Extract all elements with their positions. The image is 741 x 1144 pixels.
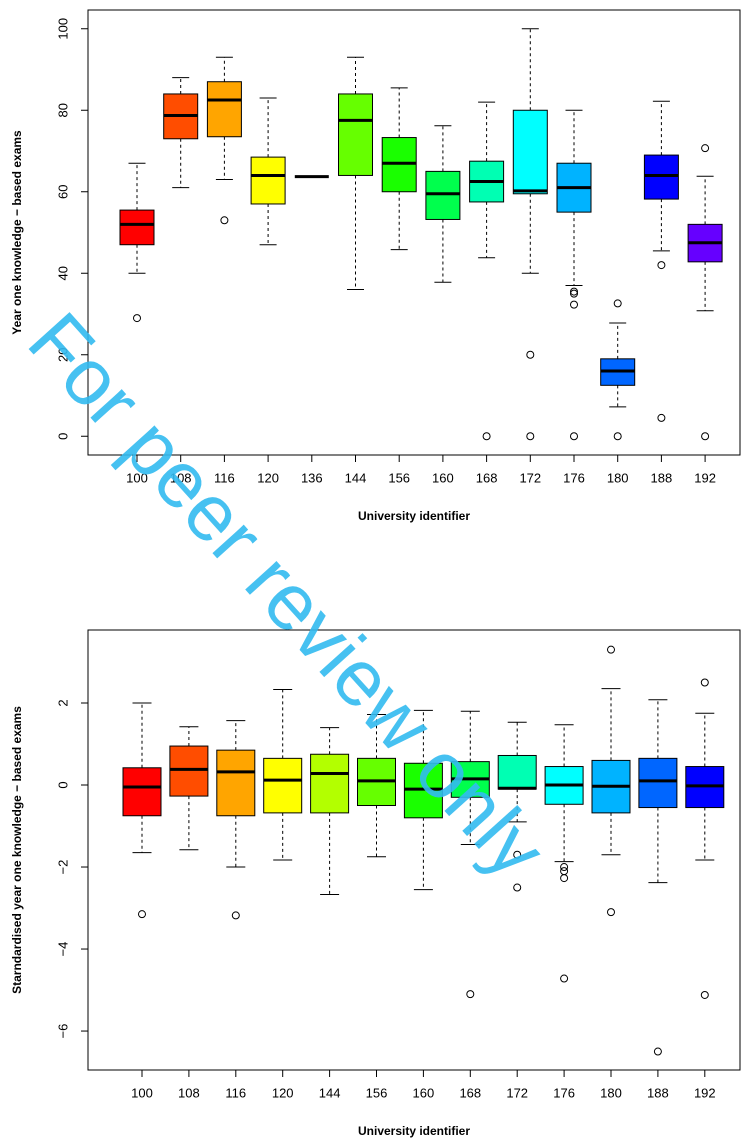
box — [250, 156, 286, 205]
outlier — [482, 432, 491, 441]
outlier — [700, 678, 709, 687]
x-axis-title: University identifier — [358, 1124, 470, 1138]
outlier — [570, 289, 578, 298]
x-tick-label: 192 — [694, 1085, 716, 1100]
x-tick-label: 108 — [170, 470, 192, 485]
x-tick-label: 136 — [301, 470, 323, 485]
box — [216, 749, 256, 817]
outlier — [466, 990, 475, 999]
x-tick-label: 156 — [366, 1085, 388, 1100]
y-tick-label: −4 — [55, 942, 70, 957]
box — [643, 154, 679, 200]
y-tick-label: −2 — [55, 860, 70, 875]
x-tick-label: 120 — [257, 470, 279, 485]
x-tick-label: 160 — [413, 1085, 435, 1100]
y-tick-label: 2 — [55, 699, 70, 706]
outlier — [133, 314, 141, 323]
x-tick-label: 144 — [319, 1085, 341, 1100]
y-tick-label: 0 — [55, 433, 70, 440]
outlier — [607, 645, 615, 654]
x-tick-label: 116 — [214, 470, 235, 485]
x-tick-label: 180 — [607, 470, 629, 485]
y-tick-label: −6 — [55, 1024, 70, 1039]
outlier — [560, 874, 569, 883]
outlier — [570, 300, 578, 309]
x-axis-title: University identifier — [358, 509, 470, 523]
outlier — [653, 1047, 662, 1056]
x-tick-label: 144 — [345, 470, 367, 485]
x-tick-label: 168 — [476, 470, 498, 485]
x-tick-label: 168 — [459, 1085, 481, 1100]
box — [512, 109, 548, 195]
outlier — [701, 432, 710, 441]
y-tick-label: 100 — [55, 18, 70, 40]
box — [122, 767, 162, 817]
x-tick-label: 180 — [600, 1085, 622, 1100]
x-tick-label: 176 — [553, 1085, 575, 1100]
y-tick-label: 40 — [55, 266, 70, 280]
box — [638, 757, 678, 809]
outlier — [526, 432, 535, 441]
box — [119, 209, 155, 246]
outlier — [607, 908, 615, 917]
outlier — [560, 863, 569, 872]
x-tick-label: 172 — [506, 1085, 528, 1100]
outlier — [570, 432, 578, 441]
box — [169, 745, 209, 797]
outlier — [701, 144, 710, 153]
outlier — [138, 910, 146, 919]
x-tick-label: 156 — [388, 470, 410, 485]
y-tick-label: 80 — [55, 103, 70, 117]
outlier — [560, 974, 569, 983]
outlier — [613, 432, 622, 441]
x-tick-label: 192 — [694, 470, 716, 485]
outlier — [513, 850, 522, 859]
x-tick-label: 172 — [519, 470, 541, 485]
y-tick-label: 0 — [55, 781, 70, 788]
plot-frame — [87, 9, 741, 456]
box — [497, 754, 537, 790]
x-tick-label: 160 — [432, 470, 454, 485]
outlier — [526, 350, 535, 359]
outlier — [513, 883, 522, 892]
x-tick-label: 176 — [563, 470, 585, 485]
outlier — [613, 299, 622, 308]
y-tick-label: 60 — [55, 185, 70, 199]
x-tick-label: 120 — [272, 1085, 294, 1100]
y-axis-title: Year one knowledge − based exams — [10, 130, 24, 335]
outlier — [657, 413, 666, 422]
box — [338, 93, 373, 176]
box — [425, 170, 461, 220]
outlier — [657, 261, 666, 270]
y-tick-label: 20 — [55, 348, 70, 362]
x-tick-label: 100 — [126, 470, 148, 485]
plot-frame — [87, 629, 741, 1071]
x-tick-label: 100 — [131, 1085, 153, 1100]
outlier — [560, 867, 569, 876]
box — [310, 753, 350, 814]
x-tick-label: 188 — [651, 470, 673, 485]
x-tick-label: 116 — [225, 1085, 246, 1100]
box — [263, 757, 303, 814]
y-axis-title: Starndardised year one knowledge − based… — [10, 706, 24, 994]
x-tick-label: 108 — [178, 1085, 200, 1100]
box — [206, 81, 242, 138]
x-tick-label: 188 — [647, 1085, 669, 1100]
outlier — [570, 287, 578, 296]
outlier — [700, 990, 709, 999]
outlier — [231, 911, 240, 920]
outlier — [220, 216, 229, 225]
